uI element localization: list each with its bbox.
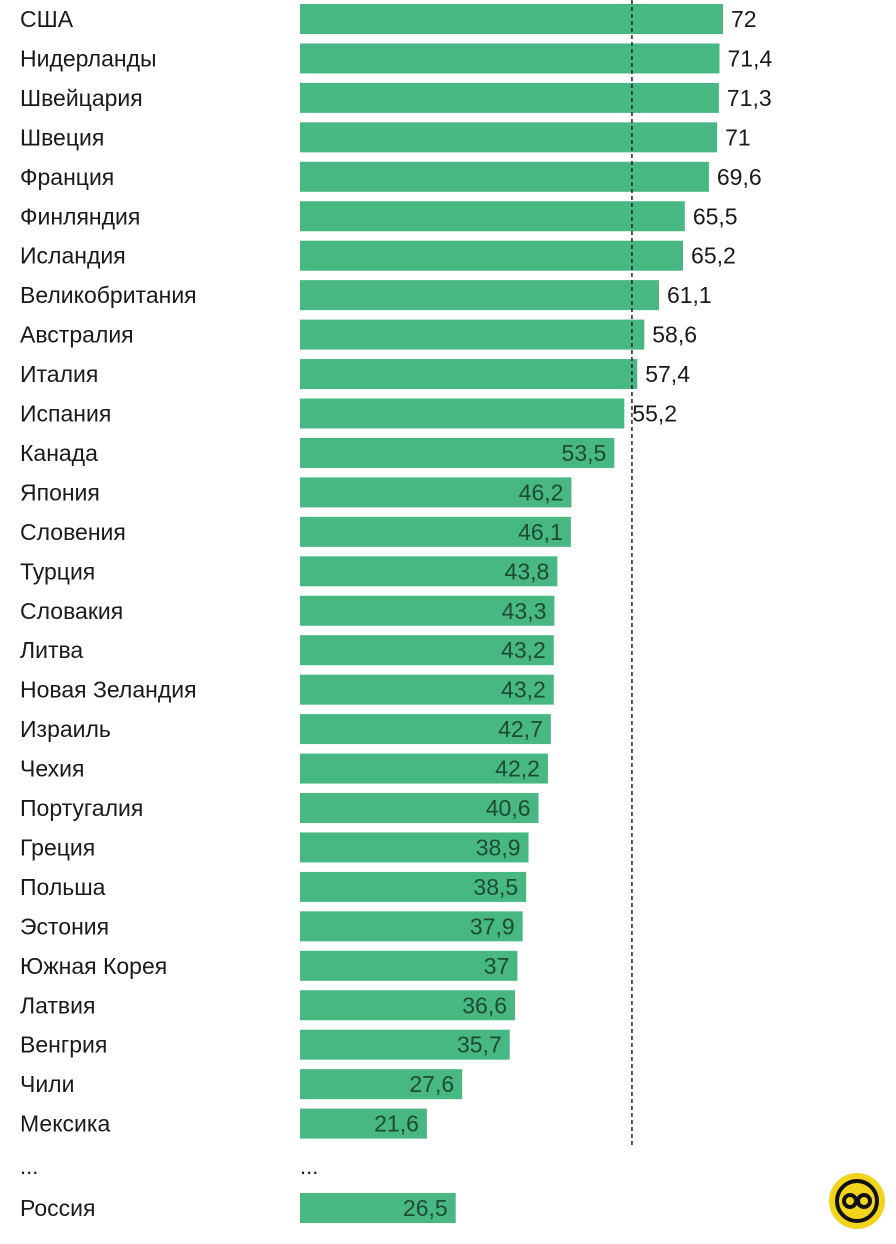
- bar: [300, 43, 720, 74]
- category-label: Польша: [20, 874, 106, 900]
- category-label: Швеция: [20, 124, 104, 150]
- value-label: 72: [731, 6, 757, 32]
- category-label: Япония: [20, 479, 100, 505]
- value-label: 43,2: [501, 637, 546, 663]
- category-label: Финляндия: [20, 203, 140, 229]
- bar: [300, 1069, 463, 1100]
- bar: [300, 871, 527, 902]
- bar: [300, 635, 554, 666]
- category-label: Словения: [20, 519, 126, 545]
- bar: [300, 280, 659, 311]
- value-label: 55,2: [632, 401, 677, 427]
- bar: [300, 240, 684, 271]
- category-label: Израиль: [20, 716, 111, 742]
- value-label: 58,6: [652, 322, 697, 348]
- bar: [300, 437, 615, 468]
- value-label: 69,6: [717, 164, 762, 190]
- category-label: США: [20, 6, 74, 32]
- bar: [300, 161, 709, 192]
- bar: [300, 319, 645, 350]
- value-label: 43,2: [501, 677, 546, 703]
- bar: [300, 950, 518, 981]
- bar: [300, 674, 554, 705]
- value-label: 71: [725, 124, 751, 150]
- category-label-extra: Россия: [20, 1195, 95, 1221]
- category-label: Эстония: [20, 913, 109, 939]
- bar: [300, 477, 572, 508]
- value-label: 46,1: [518, 519, 563, 545]
- value-label: 71,3: [727, 85, 772, 111]
- value-label: 37,9: [470, 913, 515, 939]
- category-label: Швейцария: [20, 85, 143, 111]
- value-label: 43,3: [502, 598, 547, 624]
- separator-right: ...: [300, 1154, 318, 1179]
- bar: [300, 911, 523, 942]
- category-label: Франция: [20, 164, 114, 190]
- value-label-extra: 26,5: [403, 1195, 448, 1221]
- bar: [300, 4, 723, 34]
- bar: [300, 122, 718, 153]
- bar: [300, 1108, 427, 1139]
- logo-icon: [828, 1172, 886, 1230]
- value-label: 27,6: [409, 1071, 454, 1097]
- category-label: Чехия: [20, 756, 84, 782]
- value-label: 21,6: [374, 1111, 419, 1137]
- category-label: Португалия: [20, 795, 143, 821]
- category-label: Южная Корея: [20, 953, 167, 979]
- category-label: Канада: [20, 440, 98, 466]
- bar: [300, 1029, 510, 1060]
- value-label: 40,6: [486, 795, 531, 821]
- category-label: Италия: [20, 361, 98, 387]
- bar: [300, 359, 638, 390]
- bar: [300, 793, 539, 823]
- separator-left: ...: [20, 1154, 38, 1179]
- category-label: Мексика: [20, 1111, 110, 1137]
- value-label: 65,5: [693, 203, 738, 229]
- category-label: Литва: [20, 637, 83, 663]
- value-label: 46,2: [519, 479, 564, 505]
- bar: [300, 753, 548, 784]
- category-label: Турция: [20, 558, 95, 584]
- value-label: 36,6: [462, 992, 507, 1018]
- value-label: 38,9: [476, 834, 521, 860]
- category-label: Греция: [20, 834, 95, 860]
- value-label: 35,7: [457, 1032, 502, 1058]
- category-label: Венгрия: [20, 1032, 107, 1058]
- value-label: 37: [484, 953, 510, 979]
- value-label: 42,2: [495, 756, 540, 782]
- value-label: 65,2: [691, 243, 736, 269]
- category-label: Великобритания: [20, 282, 197, 308]
- bar: [300, 595, 555, 626]
- bar: [300, 714, 551, 745]
- value-label: 53,5: [562, 440, 607, 466]
- bar: [300, 832, 529, 863]
- bar: [300, 82, 719, 113]
- category-label: Австралия: [20, 322, 134, 348]
- bar-extra: [300, 1193, 456, 1223]
- bar: [300, 398, 625, 429]
- value-label: 61,1: [667, 282, 712, 308]
- category-label: Словакия: [20, 598, 123, 624]
- category-label: Нидерланды: [20, 45, 157, 71]
- value-label: 43,8: [505, 558, 550, 584]
- category-label: Новая Зеландия: [20, 677, 197, 703]
- category-label: Исландия: [20, 243, 126, 269]
- category-label: Латвия: [20, 992, 95, 1018]
- bar: [300, 990, 516, 1021]
- value-label: 38,5: [473, 874, 518, 900]
- bar: [300, 201, 685, 232]
- value-label: 42,7: [498, 716, 543, 742]
- bar: [300, 516, 571, 547]
- category-label: Чили: [20, 1071, 74, 1097]
- bar: [300, 556, 558, 587]
- category-label: Испания: [20, 401, 111, 427]
- value-label: 57,4: [645, 361, 690, 387]
- value-label: 71,4: [727, 45, 772, 71]
